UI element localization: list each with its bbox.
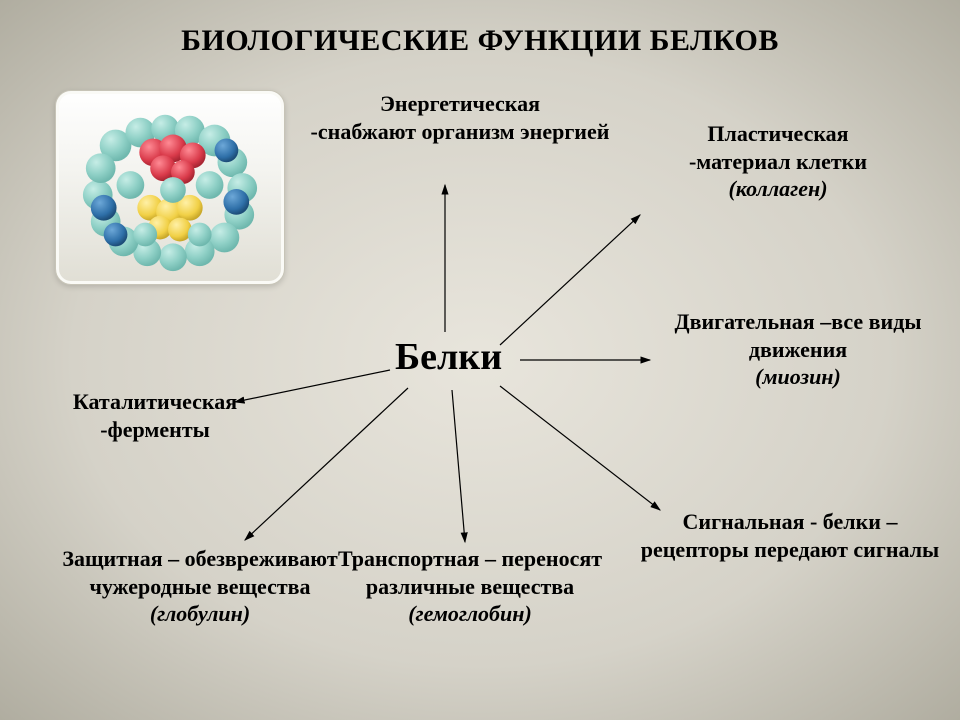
node-heading: Сигнальная - белки – рецепторы передают … (640, 508, 940, 563)
arrow-signal (500, 386, 660, 510)
node-desc: -ферменты (30, 416, 280, 444)
node-catalytic: Каталитическая-ферменты (30, 388, 280, 443)
node-motor: Двигательная –все виды движения(миозин) (648, 308, 948, 391)
node-signal: Сигнальная - белки – рецепторы передают … (640, 508, 940, 563)
arrow-transport (452, 390, 465, 542)
node-heading: Двигательная –все виды движения (648, 308, 948, 363)
node-desc: -материал клетки (628, 148, 928, 176)
node-heading: Каталитическая (30, 388, 280, 416)
node-protective: Защитная – обезвреживают чужеродные веще… (55, 545, 345, 628)
center-node: Белки (395, 335, 502, 379)
node-desc: -снабжают организм энергией (310, 118, 610, 146)
node-example: (глобулин) (55, 600, 345, 628)
arrow-plastic (500, 215, 640, 345)
protein-molecule-image (55, 90, 285, 285)
page-title: БИОЛОГИЧЕСКИЕ ФУНКЦИИ БЕЛКОВ (0, 24, 960, 58)
node-heading: Пластическая (628, 120, 928, 148)
node-transport: Транспортная – переносят различные вещес… (320, 545, 620, 628)
node-example: (миозин) (648, 363, 948, 391)
node-heading: Транспортная – переносят различные вещес… (320, 545, 620, 600)
node-example: (коллаген) (628, 175, 928, 203)
node-example: (гемоглобин) (320, 600, 620, 628)
node-heading: Защитная – обезвреживают чужеродные веще… (55, 545, 345, 600)
node-energetic: Энергетическая-снабжают организм энергие… (310, 90, 610, 145)
node-heading: Энергетическая (310, 90, 610, 118)
node-plastic: Пластическая-материал клетки(коллаген) (628, 120, 928, 203)
